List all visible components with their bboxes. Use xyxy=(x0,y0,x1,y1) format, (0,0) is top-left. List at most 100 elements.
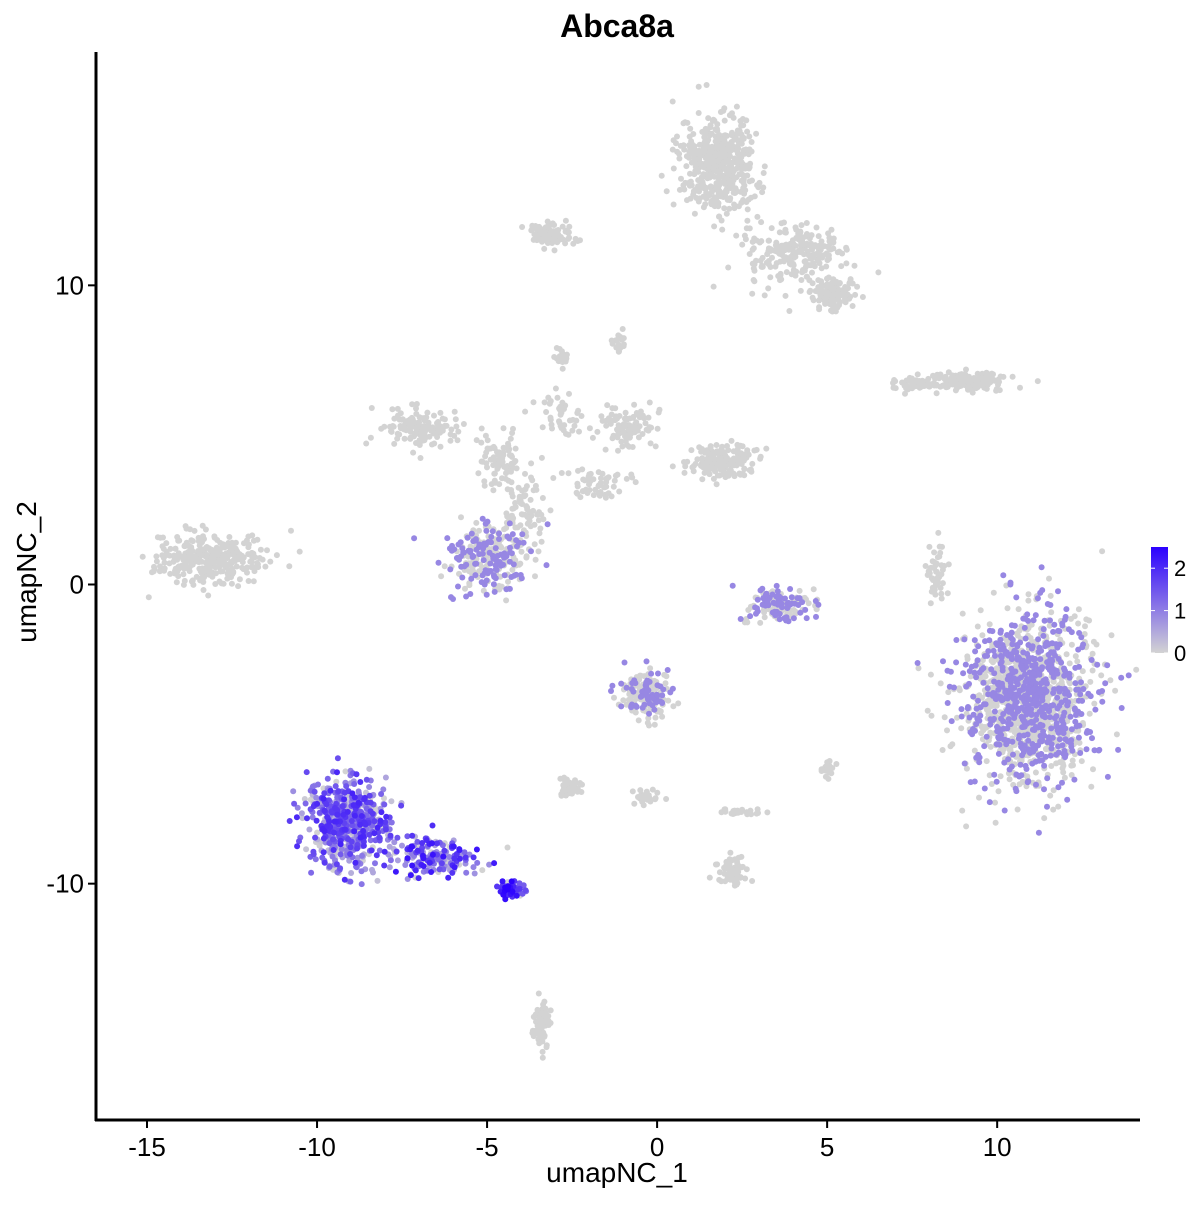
data-point xyxy=(734,150,741,157)
data-point xyxy=(960,670,967,677)
data-point xyxy=(776,610,783,617)
data-point xyxy=(1055,803,1062,810)
data-point xyxy=(719,190,726,197)
data-point xyxy=(411,535,418,542)
data-point xyxy=(338,846,345,853)
data-point xyxy=(1073,723,1080,730)
data-point xyxy=(655,409,662,416)
data-point xyxy=(1032,724,1039,730)
data-point xyxy=(1034,595,1041,602)
data-point xyxy=(750,245,757,252)
data-point xyxy=(742,146,749,153)
data-point xyxy=(1061,709,1068,716)
data-point xyxy=(486,549,493,556)
data-point xyxy=(993,702,1000,709)
data-point xyxy=(720,471,727,478)
data-point xyxy=(635,717,642,724)
data-point xyxy=(927,671,934,678)
data-point xyxy=(695,83,702,90)
data-point xyxy=(974,657,981,664)
data-point xyxy=(544,521,551,528)
data-point xyxy=(827,246,834,253)
data-point xyxy=(693,186,700,193)
data-point xyxy=(545,1013,552,1019)
data-point xyxy=(1050,787,1057,794)
data-point xyxy=(181,577,188,584)
data-point xyxy=(954,714,960,721)
data-point xyxy=(342,768,349,775)
data-point xyxy=(412,430,419,436)
data-point xyxy=(938,590,945,597)
data-point xyxy=(1071,776,1078,783)
data-point xyxy=(1041,786,1047,793)
data-point xyxy=(1075,620,1082,627)
data-point xyxy=(576,428,582,435)
data-point xyxy=(182,543,189,550)
data-point xyxy=(1014,681,1021,688)
data-point xyxy=(824,275,830,282)
data-point xyxy=(737,616,744,622)
data-point xyxy=(761,614,768,621)
data-point xyxy=(991,670,998,677)
data-point xyxy=(939,566,946,573)
data-point xyxy=(496,530,502,537)
data-point xyxy=(809,269,815,276)
data-point xyxy=(722,806,729,813)
data-point xyxy=(1028,719,1035,726)
data-point xyxy=(794,595,801,602)
data-point xyxy=(1052,652,1058,659)
data-point xyxy=(738,159,745,166)
data-point xyxy=(1019,778,1026,785)
data-point xyxy=(1070,762,1076,769)
data-point xyxy=(798,277,805,283)
data-point xyxy=(603,422,610,429)
data-point xyxy=(491,477,498,484)
data-point xyxy=(971,778,978,785)
data-point xyxy=(1088,657,1095,663)
data-point xyxy=(958,725,965,732)
data-point xyxy=(490,443,497,450)
data-point xyxy=(824,762,831,769)
data-point xyxy=(709,465,716,472)
data-point xyxy=(779,604,785,611)
data-point xyxy=(1007,747,1014,754)
data-point xyxy=(1033,781,1039,788)
data-point xyxy=(348,870,355,876)
data-point xyxy=(1014,653,1021,660)
data-point xyxy=(497,543,504,550)
data-point xyxy=(975,380,982,387)
data-point xyxy=(993,778,1000,785)
data-point xyxy=(1008,683,1014,690)
data-point xyxy=(435,419,442,425)
data-point xyxy=(473,560,480,567)
data-point xyxy=(550,475,557,481)
data-point xyxy=(922,563,929,569)
data-point xyxy=(659,713,666,720)
data-point xyxy=(386,843,393,850)
data-point xyxy=(945,561,952,568)
data-point xyxy=(787,586,794,592)
data-point xyxy=(980,665,987,672)
data-point xyxy=(519,487,526,494)
data-point xyxy=(990,589,997,596)
data-point xyxy=(586,481,592,488)
data-point xyxy=(233,563,240,570)
data-point xyxy=(995,735,1002,742)
data-point xyxy=(559,365,566,372)
data-point xyxy=(765,245,772,252)
data-point xyxy=(639,795,646,802)
data-point xyxy=(522,492,529,499)
data-point xyxy=(986,772,993,779)
data-point xyxy=(751,447,758,454)
data-point xyxy=(1075,606,1082,613)
data-point xyxy=(389,423,396,429)
data-point xyxy=(995,750,1002,757)
data-point xyxy=(695,110,702,116)
data-point xyxy=(516,493,523,500)
data-point xyxy=(787,257,794,264)
data-point xyxy=(695,177,702,184)
data-point xyxy=(1041,762,1048,769)
data-point xyxy=(722,132,729,139)
data-point xyxy=(735,854,742,861)
data-point xyxy=(713,481,720,488)
